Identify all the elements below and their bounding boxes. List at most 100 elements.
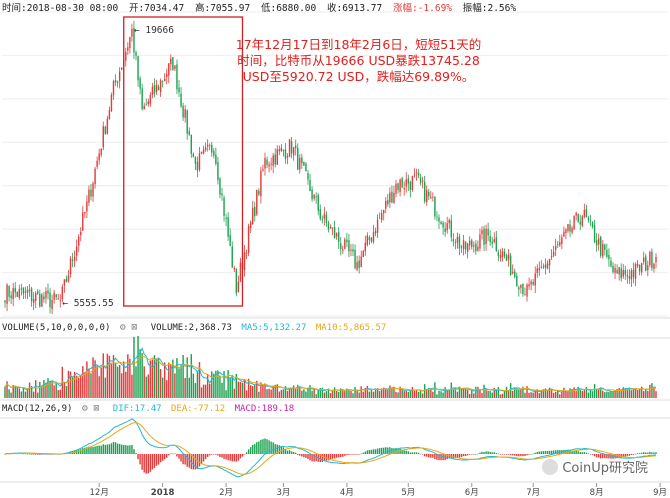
volume-bar [380,388,383,398]
candle-body [491,241,493,244]
candle-body [409,181,412,190]
macd-histogram-bar [577,451,579,454]
macd-histogram-bar [139,454,141,465]
volume-bar [647,390,649,398]
candle-body [577,214,579,222]
macd-histogram-bar [170,453,172,454]
volume-bar [96,365,98,398]
macd-histogram-bar [268,440,270,454]
macd-histogram-bar [335,454,338,458]
volume-bar [110,363,113,398]
candle-body [542,266,545,268]
macd-histogram-bar [587,453,590,454]
candle-body [153,85,156,94]
volume-bar [231,374,233,398]
volume-bar [168,362,170,398]
volume-bar [337,391,340,398]
volume-bar [604,392,606,398]
candle-body [73,256,76,261]
volume-bar [194,383,197,398]
candle-body [315,196,317,198]
candle-body [110,94,113,112]
macd-close-icon[interactable]: ⊠ [93,403,100,414]
macd-histogram-bar [256,442,258,454]
macd-histogram-bar [454,454,457,459]
candle-body [452,239,455,242]
volume-bar [624,388,627,398]
macd-histogram-bar [462,454,465,457]
macd-histogram-bar [350,454,352,455]
x-axis-tick-label: 6月 [465,488,479,498]
volume-bar [262,385,264,398]
candle-body [356,262,358,270]
candle-body [454,242,457,244]
volume-bar [317,390,319,398]
macd-histogram-bar [491,452,493,454]
macd-histogram-bar [524,454,526,456]
volume-bar [284,386,287,398]
candle-body [552,251,555,256]
candle-body [468,240,471,246]
macd-histogram-bar [264,438,266,454]
macd-histogram-bar [282,447,285,454]
volume-bar [505,386,508,398]
macd-histogram-bar [479,452,481,454]
volume-bar [57,390,59,398]
candle-body [554,246,557,250]
volume-bar [575,391,577,398]
volume-bar [374,388,377,398]
candle-body [139,78,141,89]
macd-histogram-bar [483,452,485,454]
candle-body [585,209,588,218]
candle-body [628,276,631,279]
volume-bar [385,388,387,398]
candle-body [12,288,14,299]
macd-histogram-bar [227,454,229,461]
candle-body [426,190,428,202]
volume-bar [563,387,565,398]
macd-settings-icon[interactable]: ⚙ [81,403,88,414]
candle-body [362,251,364,257]
info-time: 时间:2018-08-30 08:00 [2,3,119,14]
volume-bar [88,368,90,398]
volume-bar [423,384,426,398]
volume-close-icon[interactable]: ⊠ [131,322,138,333]
candle-body [446,223,448,231]
candle-body [460,246,463,248]
macd-histogram-bar [161,454,164,461]
candle-body [346,239,348,242]
candle-body [337,232,340,242]
candle-body [333,226,336,239]
volume-bar [436,394,438,398]
candle-body [307,173,309,180]
macd-histogram-bar [573,450,575,454]
volume-bar [209,383,211,398]
volume-settings-icon[interactable]: ⚙ [119,322,126,333]
macd-histogram-bar [419,453,422,455]
candle-body [538,268,541,271]
macd-histogram-bar [475,453,477,455]
macd-histogram-bar [88,446,90,454]
volume-bar [655,391,657,398]
volume-bar [268,388,270,398]
candle-body [511,271,514,274]
volume-bar [471,390,473,398]
candle-body [653,263,655,269]
volume-bar [354,387,356,398]
macd-histogram-bar [26,453,29,455]
candle-body [591,222,594,228]
candle-body [182,105,184,118]
macd-histogram-bar [325,454,328,461]
macd-histogram-bar [403,450,405,454]
macd-histogram-bar [262,439,264,454]
watermark-text: CoinUp研究院 [562,461,648,476]
macd-histogram-bar [511,454,514,456]
volume-bar [159,369,162,398]
volume-bar [454,387,457,398]
volume-ma5: MA5:5,132.27 [241,323,307,333]
candle-body [133,28,135,53]
candle-body [442,222,444,228]
candle-body [102,126,104,148]
candle-body [184,109,186,118]
